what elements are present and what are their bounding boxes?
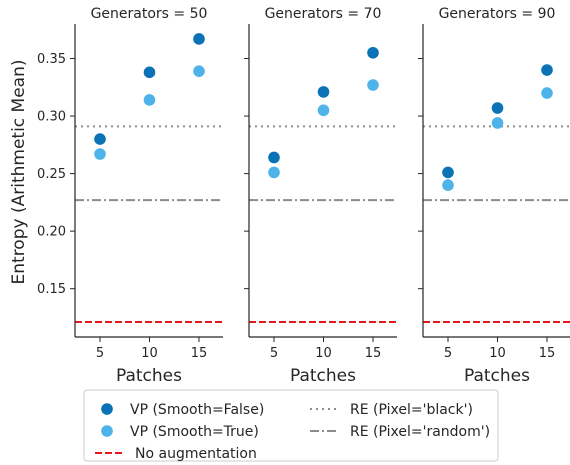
point-vp-smooth-true	[94, 148, 106, 160]
point-vp-smooth-false	[94, 133, 106, 145]
point-vp-smooth-true	[193, 65, 205, 77]
x-axis-label: Patches	[116, 366, 182, 386]
point-vp-smooth-false	[193, 33, 205, 45]
panel-title: Generators = 50	[91, 6, 208, 22]
y-tick-label: 0.30	[37, 110, 66, 125]
x-tick-label: 15	[539, 346, 556, 361]
point-vp-smooth-false	[491, 102, 504, 114]
legend-frame	[83, 389, 499, 462]
x-tick-label: 10	[141, 346, 158, 361]
legend-item: VP (Smooth=True)	[101, 424, 259, 440]
x-tick-label: 15	[365, 346, 382, 361]
point-vp-smooth-true	[491, 117, 504, 129]
x-tick-label: 5	[270, 346, 278, 361]
panel-3: Generators = 90 5 10 15 Patches	[418, 6, 570, 386]
legend-label: RE (Pixel='random')	[350, 424, 490, 440]
point-vp-smooth-true	[367, 79, 379, 91]
point-vp-smooth-true	[317, 104, 330, 117]
point-vp-smooth-false	[541, 64, 553, 76]
x-axis-label: Patches	[290, 366, 356, 386]
y-tick-label: 0.25	[37, 167, 66, 182]
x-tick-label: 5	[96, 346, 104, 361]
point-vp-smooth-false	[317, 86, 330, 98]
legend-label: VP (Smooth=False)	[130, 402, 264, 418]
point-vp-smooth-true	[268, 166, 280, 179]
legend-label: VP (Smooth=True)	[130, 424, 259, 440]
legend-marker-vp-smooth-true	[101, 425, 113, 437]
point-vp-smooth-true	[143, 94, 156, 106]
panel-title: Generators = 90	[439, 6, 556, 22]
x-tick-label: 10	[315, 346, 332, 361]
legend: VP (Smooth=False) VP (Smooth=True) No augm…	[83, 389, 499, 462]
legend-item: RE (Pixel='random')	[310, 424, 490, 440]
point-vp-smooth-true	[541, 87, 553, 99]
point-vp-smooth-false	[143, 66, 156, 79]
legend-item: No augmentation	[95, 446, 257, 462]
panel-title: Generators = 70	[265, 6, 382, 22]
point-vp-smooth-false	[268, 151, 280, 164]
point-vp-smooth-false	[442, 166, 454, 179]
legend-item: VP (Smooth=False)	[101, 402, 264, 418]
point-vp-smooth-false	[367, 46, 379, 59]
y-tick-label: 0.35	[37, 52, 66, 67]
legend-label: No augmentation	[135, 446, 257, 462]
x-tick-label: 10	[489, 346, 506, 361]
panels: Generators = 50 0.15 0.20 0.25 0.30 0.35 5 10 15…	[37, 6, 570, 386]
x-tick-label: 15	[191, 346, 208, 361]
x-axis-label: Patches	[464, 366, 530, 386]
y-axis-label: Entropy (Arithmetic Mean)	[9, 60, 29, 285]
legend-item: RE (Pixel='black')	[310, 402, 473, 418]
panel-2: Generators = 70 5 10 15 Patches	[244, 6, 397, 386]
x-tick-label: 5	[444, 346, 452, 361]
y-tick-label: 0.15	[37, 282, 66, 297]
point-vp-smooth-true	[442, 179, 454, 191]
legend-marker-vp-smooth-false	[101, 403, 113, 415]
y-tick-label: 0.20	[37, 225, 66, 240]
legend-label: RE (Pixel='black')	[350, 402, 473, 418]
panel-1: Generators = 50 0.15 0.20 0.25 0.30 0.35 5 10 15…	[37, 6, 223, 386]
